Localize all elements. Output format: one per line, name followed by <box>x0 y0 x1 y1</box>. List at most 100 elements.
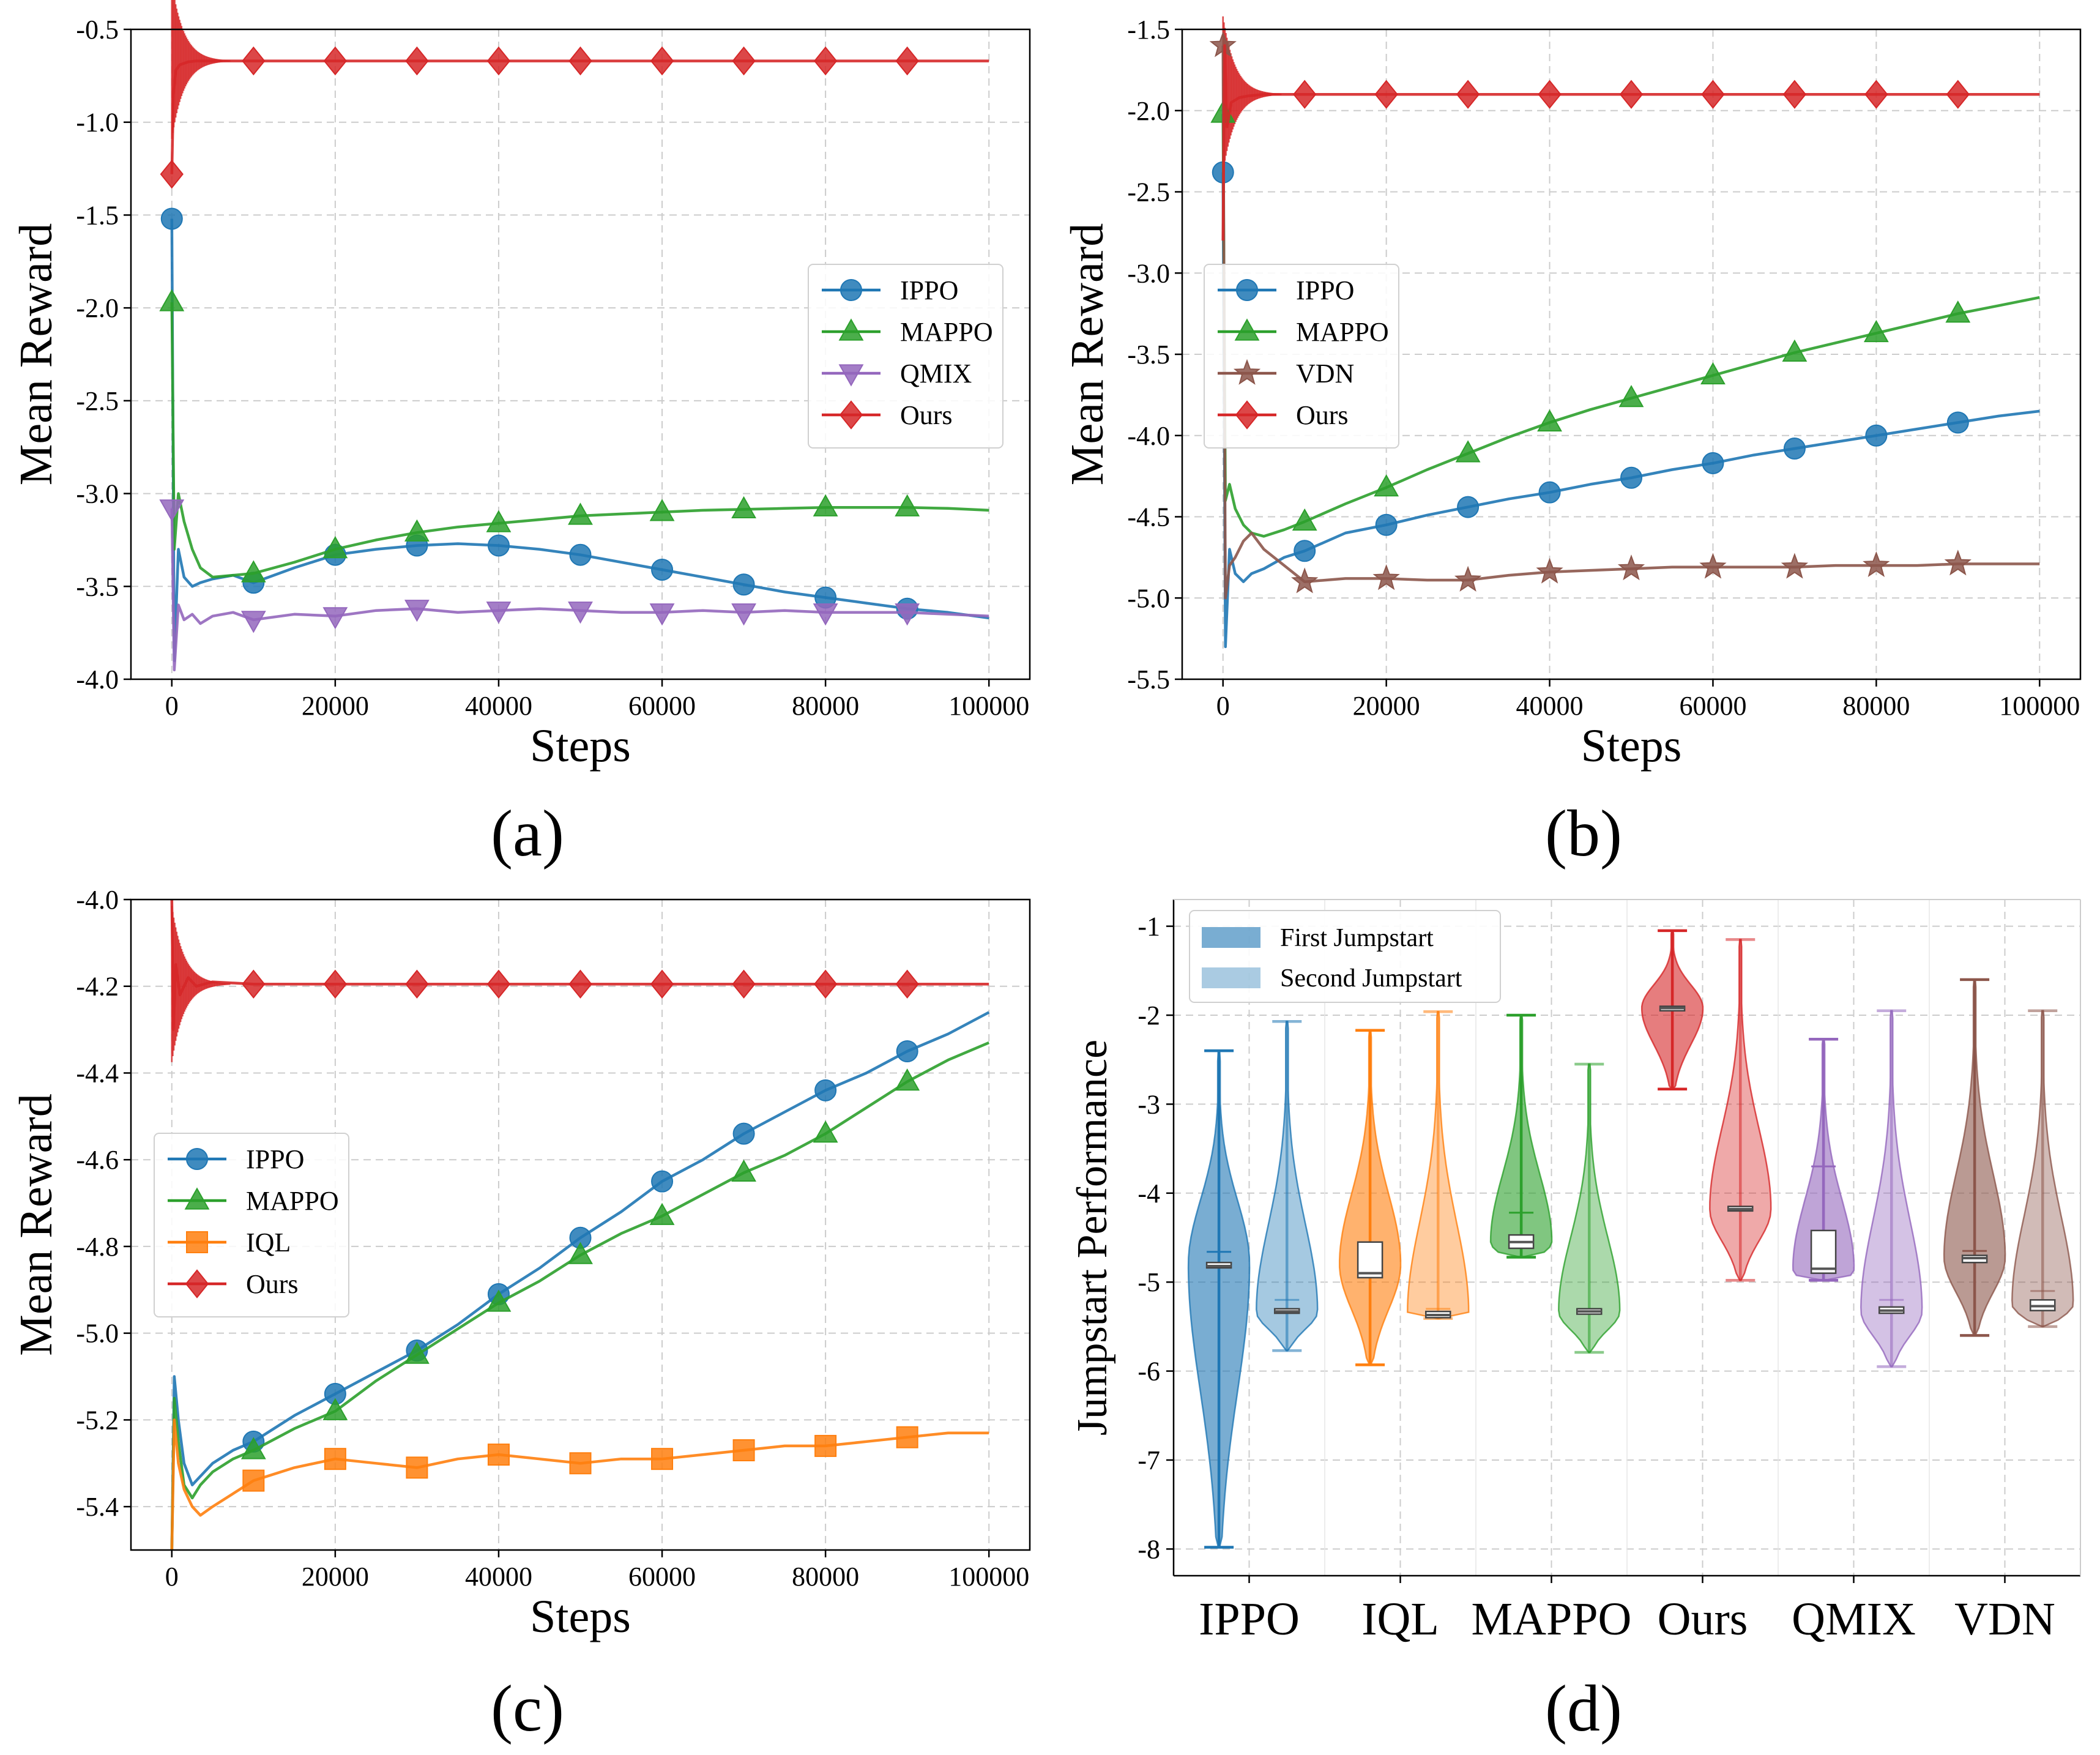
x-tick-label: 40000 <box>1516 691 1584 721</box>
data-point-mappo <box>1782 339 1808 362</box>
series-line-iql <box>170 1418 989 1551</box>
legend-marker-ippo <box>840 279 862 301</box>
legend-marker-qmix <box>838 364 864 387</box>
legend-label-ours: Ours <box>1296 400 1349 430</box>
x-tick-label: 60000 <box>628 1562 696 1592</box>
legend-label-ippo: IPPO <box>1296 275 1354 305</box>
data-point-mappo <box>813 1120 838 1143</box>
data-point-ours <box>1619 80 1644 109</box>
data-point-mappo <box>486 1289 512 1312</box>
violin-iql-second <box>1407 1010 1470 1321</box>
y-tick-label: -1.5 <box>1127 15 1170 45</box>
series-mappo <box>170 1041 990 1551</box>
data-point-ours <box>160 159 184 189</box>
y-tick-label: -3.0 <box>1127 258 1170 288</box>
data-point-ours <box>895 969 919 999</box>
legend-marker-mappo <box>184 1187 210 1210</box>
y-tick-label: -2 <box>1138 1000 1160 1030</box>
y-tick-label: -4.2 <box>76 972 119 1002</box>
data-point-ours <box>323 46 347 76</box>
x-axis-label: Steps <box>530 720 631 772</box>
data-point-ippo <box>1865 424 1888 447</box>
series-iql <box>170 1418 989 1551</box>
y-tick-label: -3.5 <box>76 572 119 602</box>
data-point-mappo <box>1455 440 1481 463</box>
legend-frame <box>1204 264 1399 449</box>
data-point-ours <box>568 46 592 76</box>
data-point-mappo <box>404 1341 430 1364</box>
data-point-ours <box>1293 80 1317 109</box>
data-point-mappo <box>1618 385 1644 408</box>
ours-early-oscillation <box>171 0 231 140</box>
y-tick-label: -2.0 <box>1127 96 1170 126</box>
data-point-ippo <box>1620 466 1642 489</box>
data-point-mappo <box>731 496 757 518</box>
data-point-ours <box>486 969 511 999</box>
data-point-iql <box>814 1434 837 1457</box>
y-tick-label: -1 <box>1138 912 1160 942</box>
violin-vdn-first <box>1943 978 2006 1337</box>
data-point-iql <box>324 1448 346 1470</box>
y-tick-label: -5.4 <box>76 1492 119 1522</box>
data-point-ippo <box>1702 452 1724 474</box>
plot-frame <box>130 28 1031 680</box>
y-axis-label: Jumpstart Performance <box>1069 1040 1116 1436</box>
data-point-ours <box>323 969 347 999</box>
data-point-ours <box>650 969 674 999</box>
series-vdn <box>1209 31 2040 600</box>
data-point-mappo <box>322 536 348 559</box>
legend-frame <box>808 264 1003 449</box>
y-tick-label: -4 <box>1138 1179 1160 1209</box>
series-line-ours <box>170 899 989 1031</box>
x-tick-label: 60000 <box>1679 691 1746 721</box>
legend-frame <box>154 1133 349 1317</box>
data-point-ippo <box>1783 437 1806 460</box>
data-point-qmix <box>568 602 593 624</box>
legend-swatch <box>1202 927 1260 948</box>
y-tick-label: -2.5 <box>1127 177 1170 207</box>
legend-label: Second Jumpstart <box>1280 964 1462 993</box>
legend: IPPO MAPPO VDN Ours <box>1204 264 1399 449</box>
y-tick-label: -0.5 <box>76 15 119 45</box>
data-point-qmix <box>813 603 838 626</box>
y-axis-label: Mean Reward <box>10 1094 62 1355</box>
data-point-ours <box>1456 80 1480 109</box>
x-tick-label: 20000 <box>302 1562 369 1592</box>
series-qmix <box>159 499 989 672</box>
legend-label-mappo: MAPPO <box>246 1186 339 1216</box>
y-tick-label: -2.5 <box>76 386 119 416</box>
data-point-qmix <box>486 602 512 624</box>
x-tick-label: QMIX <box>1792 1593 1916 1645</box>
x-tick-label: IPPO <box>1199 1593 1300 1645</box>
x-tick-label: 20000 <box>1353 691 1420 721</box>
data-point-mappo <box>813 494 838 516</box>
y-tick-label: -3 <box>1138 1089 1160 1119</box>
x-tick-label: 100000 <box>1999 691 2080 721</box>
series-ippo <box>1212 161 2040 649</box>
plot-frame <box>1181 28 2082 680</box>
data-point-mappo <box>1700 362 1726 385</box>
data-point-iql <box>651 1448 674 1470</box>
series-line-mappo <box>1221 114 2040 538</box>
y-tick-label: -6 <box>1138 1357 1160 1387</box>
x-tick-label: 0 <box>165 1562 179 1592</box>
y-tick-label: -4.4 <box>76 1058 119 1088</box>
series-ours <box>160 46 989 189</box>
data-point-mappo <box>486 510 512 532</box>
legend-label-mappo: MAPPO <box>1296 317 1389 347</box>
x-tick-label: IQL <box>1361 1593 1439 1645</box>
data-point-ippo <box>732 573 755 596</box>
legend: IPPO MAPPO IQL Ours <box>154 1133 349 1317</box>
x-tick-label: 100000 <box>948 1562 1029 1592</box>
data-point-ours <box>1701 80 1725 109</box>
data-point-mappo <box>895 1068 920 1091</box>
data-point-qmix <box>731 603 757 626</box>
y-tick-label: -8 <box>1138 1534 1160 1564</box>
data-point-vdn <box>1372 564 1400 591</box>
y-tick-label: -7 <box>1138 1445 1160 1475</box>
data-point-ippo <box>814 1079 837 1101</box>
y-tick-label: -1.0 <box>76 108 119 138</box>
data-point-ours <box>1946 80 1970 109</box>
data-point-iql <box>406 1456 428 1479</box>
y-tick-label: -4.0 <box>76 885 119 915</box>
